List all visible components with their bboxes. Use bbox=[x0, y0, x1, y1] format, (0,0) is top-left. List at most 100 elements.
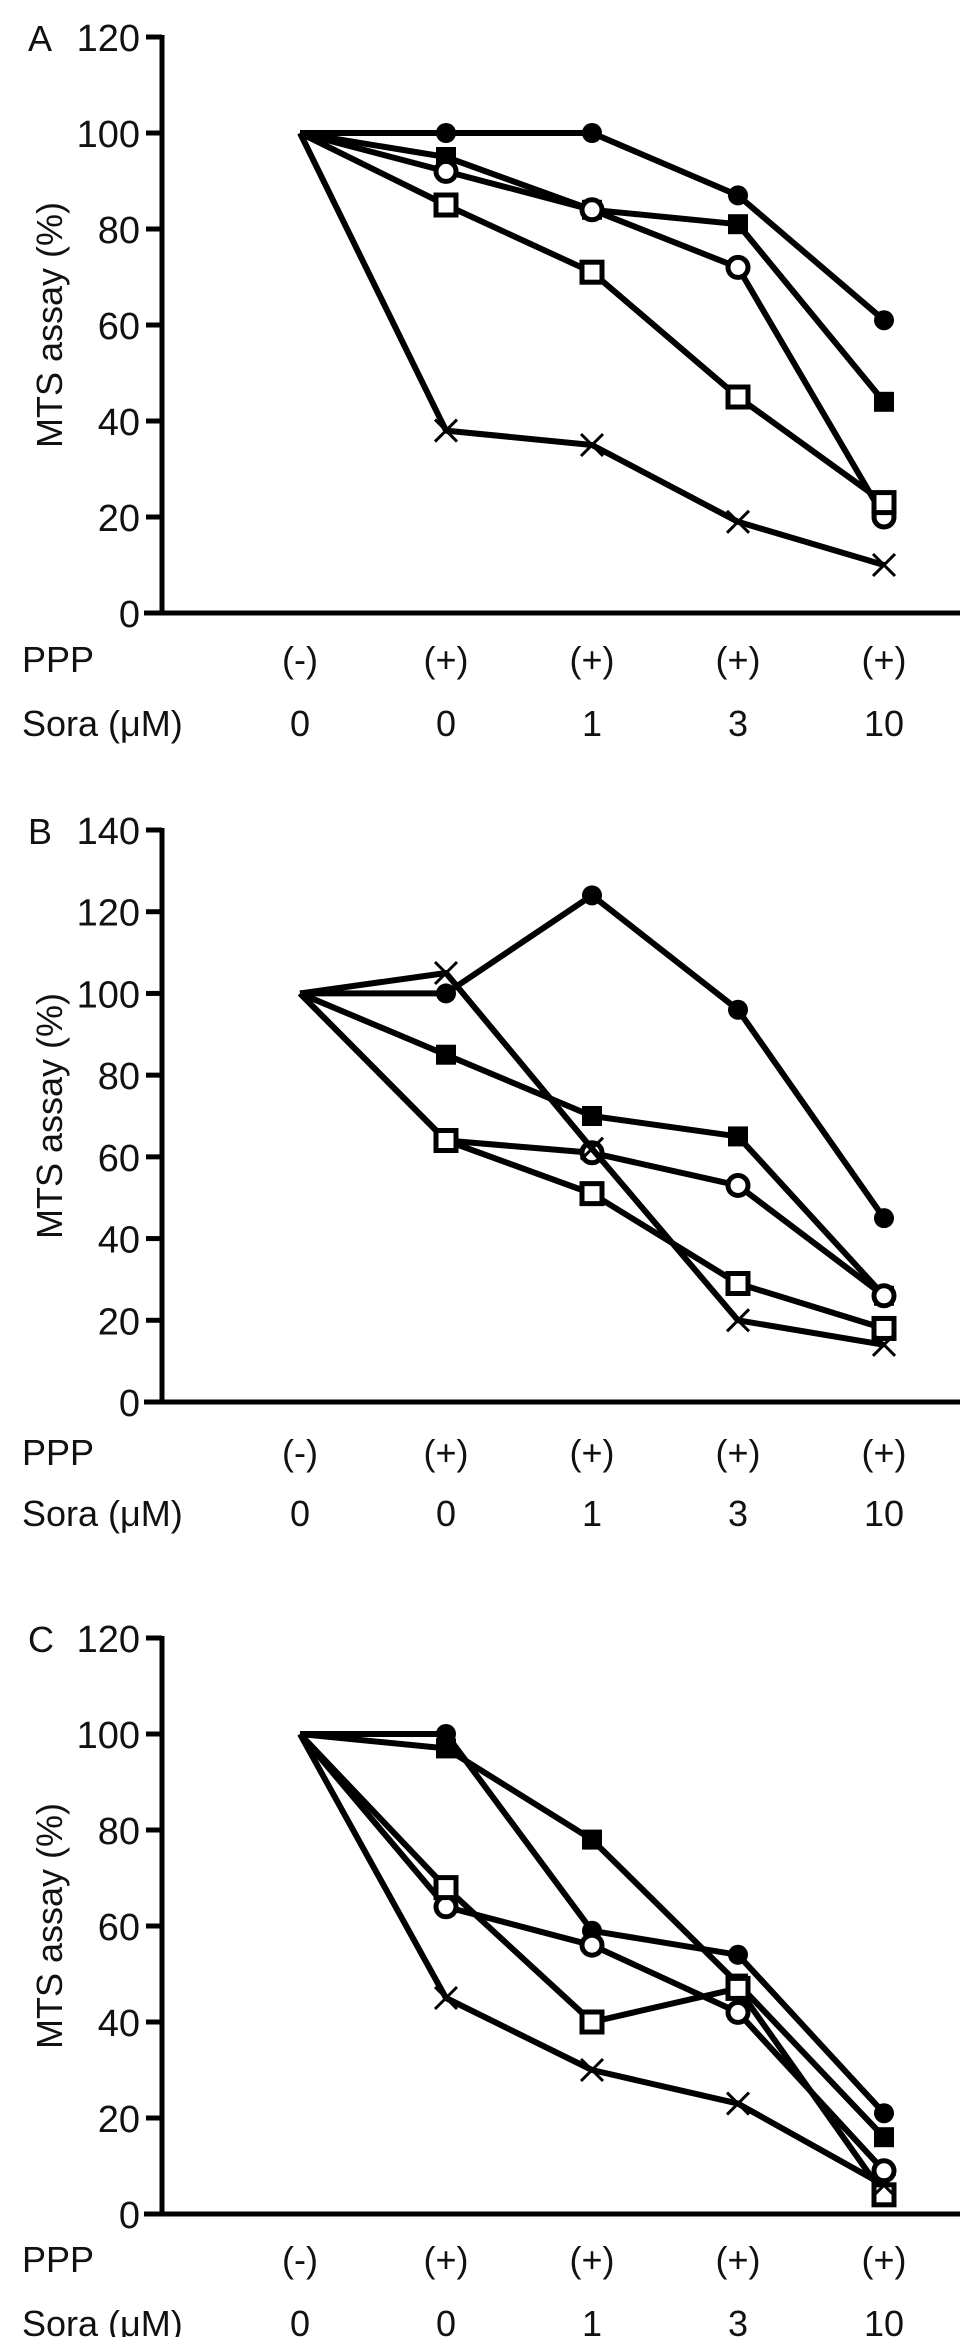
series-line-cross bbox=[297, 1732, 886, 2188]
ppp-value: (+) bbox=[570, 1432, 615, 1473]
marker-filled-circle bbox=[582, 123, 602, 143]
marker-filled-circle bbox=[728, 1944, 748, 1965]
marker-open-circle bbox=[433, 158, 459, 184]
y-tick-label: 20 bbox=[98, 2099, 140, 2141]
y-tick-label: 40 bbox=[98, 402, 140, 444]
sora-value: 1 bbox=[582, 2303, 602, 2337]
marker-filled-circle bbox=[874, 2103, 894, 2124]
marker-filled-circle bbox=[436, 123, 456, 143]
y-tick-label: 20 bbox=[98, 498, 140, 540]
marker-open-square bbox=[579, 1181, 605, 1207]
marker-filled-square bbox=[582, 1829, 602, 1850]
marker-filled-circle bbox=[582, 885, 602, 906]
marker-filled-square bbox=[436, 1738, 456, 1759]
sora-value: 3 bbox=[728, 2303, 748, 2337]
sora-value: 0 bbox=[290, 2303, 310, 2337]
marker-cross bbox=[433, 960, 459, 986]
marker-open-square bbox=[579, 2009, 605, 2035]
sora-value: 10 bbox=[864, 703, 904, 744]
y-tick-label: 80 bbox=[98, 1056, 140, 1098]
ppp-value: (+) bbox=[424, 2239, 469, 2280]
sora-value: 1 bbox=[582, 703, 602, 744]
y-tick-label: 100 bbox=[77, 114, 140, 156]
ppp-value: (+) bbox=[424, 639, 469, 680]
y-tick-label: 20 bbox=[98, 1301, 140, 1343]
y-tick-label: 40 bbox=[98, 2003, 140, 2045]
y-tick-label: 0 bbox=[119, 2195, 140, 2237]
y-tick-label: 40 bbox=[98, 1220, 140, 1262]
marker-cross bbox=[725, 509, 751, 534]
y-tick-label: 80 bbox=[98, 1811, 140, 1853]
sora-value: 0 bbox=[436, 703, 456, 744]
y-tick-label: 100 bbox=[77, 1715, 140, 1757]
y-tick-label: 120 bbox=[77, 1619, 140, 1661]
marker-filled-square bbox=[436, 1044, 456, 1065]
y-tick-label: 100 bbox=[77, 974, 140, 1016]
sora-value: 10 bbox=[864, 2303, 904, 2337]
marker-open-square bbox=[725, 384, 751, 410]
ppp-value: (+) bbox=[716, 1432, 761, 1473]
marker-open-circle bbox=[871, 1283, 897, 1309]
ppp-value: (+) bbox=[716, 2239, 761, 2280]
marker-open-square bbox=[433, 192, 459, 218]
marker-open-circle bbox=[871, 2158, 897, 2184]
y-tick-label: 80 bbox=[98, 210, 140, 252]
marker-cross bbox=[433, 418, 459, 443]
ppp-row-label: PPP bbox=[22, 1432, 94, 1473]
marker-open-circle bbox=[579, 197, 605, 223]
sora-row-label: Sora (μM) bbox=[22, 1493, 183, 1534]
sora-value: 1 bbox=[582, 1493, 602, 1534]
y-tick-label: 0 bbox=[119, 1383, 140, 1425]
marker-cross bbox=[725, 2091, 751, 2116]
ppp-value: (-) bbox=[282, 2239, 318, 2280]
marker-open-square bbox=[871, 2182, 897, 2208]
marker-cross bbox=[579, 2057, 605, 2083]
marker-cross bbox=[871, 1332, 897, 1357]
panel-label: A bbox=[28, 18, 52, 59]
series-line-filled-circle bbox=[300, 892, 887, 1220]
marker-open-square bbox=[579, 259, 605, 285]
y-axis-label: MTS assay (%) bbox=[29, 202, 70, 448]
marker-open-square bbox=[725, 1975, 751, 2001]
sora-value: 0 bbox=[436, 1493, 456, 1534]
marker-open-circle bbox=[725, 254, 751, 280]
marker-open-circle bbox=[579, 1932, 605, 1958]
panel-label: B bbox=[28, 811, 52, 852]
ppp-value: (+) bbox=[570, 2239, 615, 2280]
y-tick-label: 0 bbox=[119, 594, 140, 636]
sora-value: 0 bbox=[290, 703, 310, 744]
sora-value: 3 bbox=[728, 1493, 748, 1534]
panel-label: C bbox=[28, 1619, 54, 1660]
ppp-value: (-) bbox=[282, 1432, 318, 1473]
marker-open-circle bbox=[725, 1999, 751, 2025]
marker-filled-square bbox=[874, 2127, 894, 2148]
marker-filled-square bbox=[582, 1106, 602, 1126]
ppp-value: (-) bbox=[282, 639, 318, 680]
marker-filled-circle bbox=[874, 310, 894, 331]
y-tick-label: 60 bbox=[98, 1907, 140, 1949]
y-axis-label: MTS assay (%) bbox=[29, 1803, 70, 2049]
marker-open-circle bbox=[725, 1172, 751, 1198]
ppp-value: (+) bbox=[424, 1432, 469, 1473]
sora-row-label: Sora (μM) bbox=[22, 2303, 183, 2337]
marker-filled-square bbox=[874, 391, 894, 412]
marker-open-square bbox=[871, 490, 897, 516]
marker-open-square bbox=[433, 1875, 459, 1901]
sora-value: 10 bbox=[864, 1493, 904, 1534]
y-axis-label: MTS assay (%) bbox=[29, 993, 70, 1239]
ppp-value: (+) bbox=[570, 639, 615, 680]
marker-filled-square bbox=[728, 1126, 748, 1147]
sora-value: 0 bbox=[436, 2303, 456, 2337]
y-tick-label: 60 bbox=[98, 1138, 140, 1180]
ppp-value: (+) bbox=[716, 639, 761, 680]
marker-filled-circle bbox=[728, 999, 748, 1020]
marker-cross bbox=[871, 2173, 897, 2198]
ppp-row-label: PPP bbox=[22, 2239, 94, 2280]
marker-cross bbox=[433, 1985, 459, 2011]
marker-filled-circle bbox=[874, 1208, 894, 1229]
y-tick-label: 120 bbox=[77, 893, 140, 935]
